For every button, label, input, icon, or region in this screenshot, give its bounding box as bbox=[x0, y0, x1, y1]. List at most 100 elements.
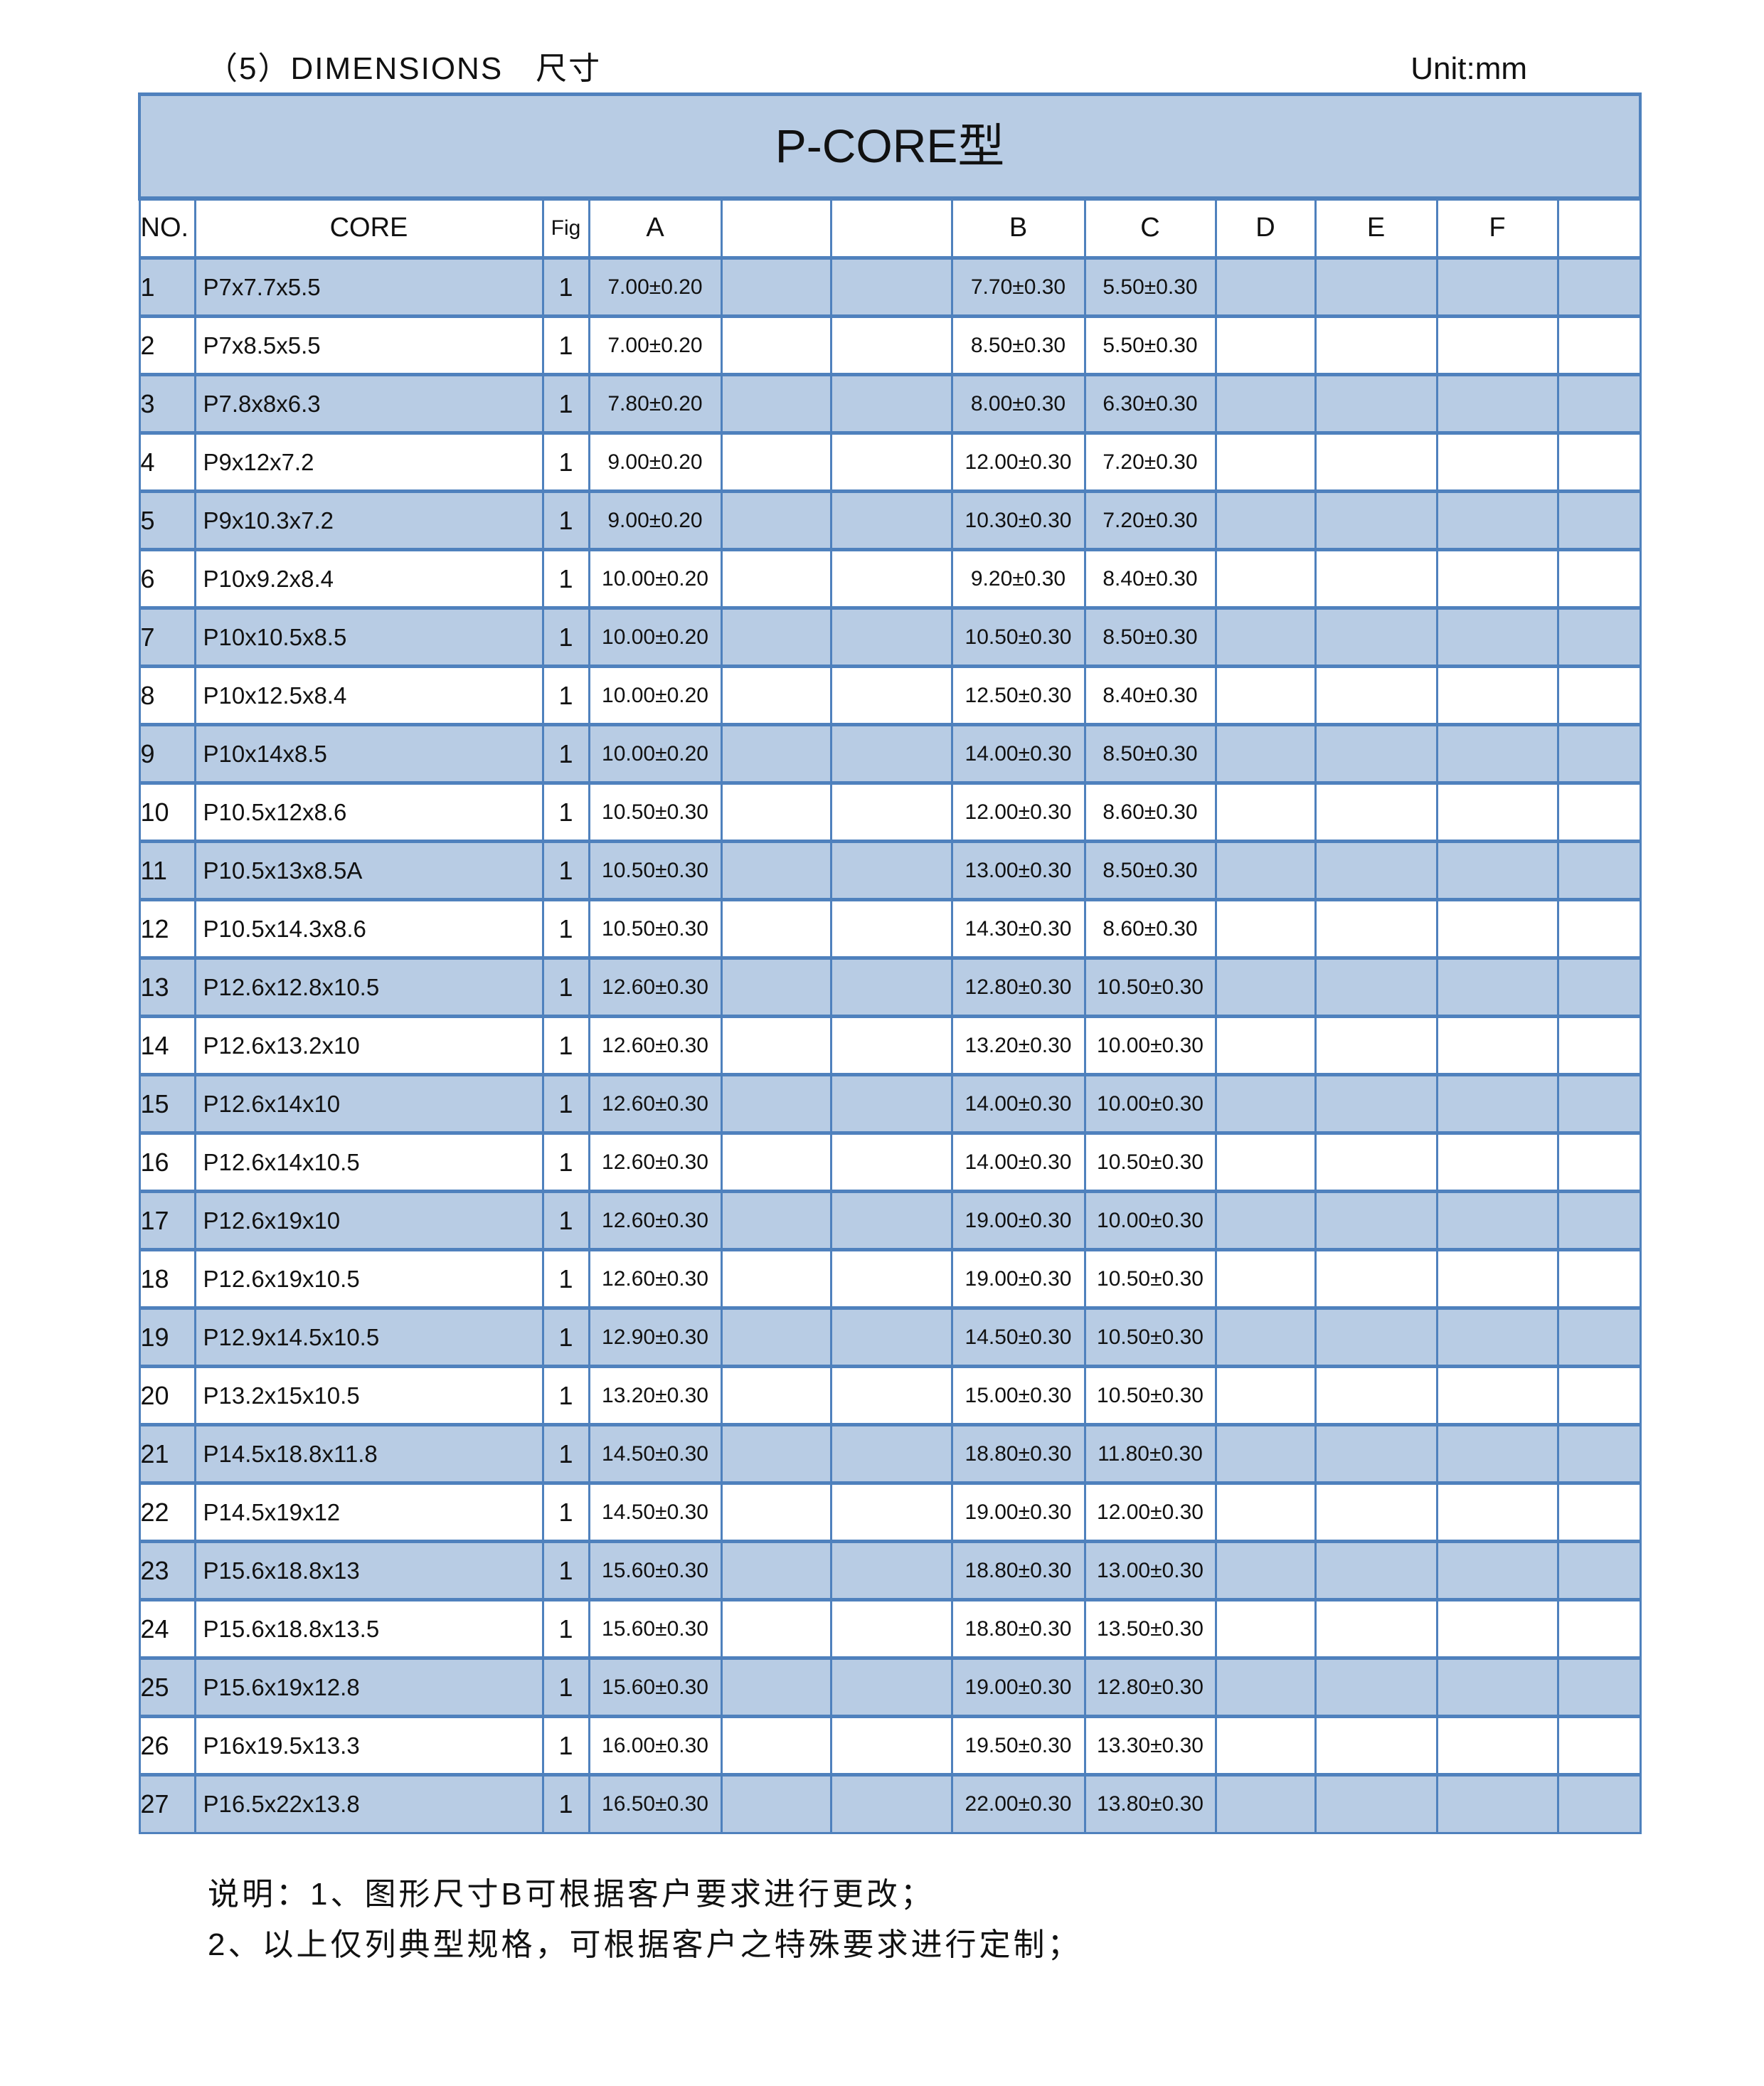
cell-blank-1 bbox=[720, 1131, 832, 1192]
cell-d bbox=[1214, 1131, 1317, 1192]
cell-core: P7x8.5x5.5 bbox=[193, 314, 544, 376]
cell-b: 12.00±0.30 bbox=[950, 431, 1086, 492]
cell-c: 8.50±0.30 bbox=[1083, 606, 1217, 667]
cell-b: 15.00±0.30 bbox=[950, 1365, 1086, 1426]
column-header-f: F bbox=[1435, 197, 1559, 259]
cell-fig: 1 bbox=[541, 840, 590, 901]
cell-b: 14.50±0.30 bbox=[950, 1306, 1086, 1367]
table-title: P-CORE型 bbox=[137, 92, 1642, 201]
cell-a: 15.60±0.30 bbox=[588, 1656, 723, 1717]
cell-b: 13.20±0.30 bbox=[950, 1015, 1086, 1076]
cell-blank-3 bbox=[1556, 1190, 1642, 1251]
cell-b: 18.80±0.30 bbox=[950, 1423, 1086, 1484]
cell-e bbox=[1314, 1423, 1438, 1484]
cell-fig: 1 bbox=[541, 1423, 590, 1484]
cell-f bbox=[1435, 723, 1559, 784]
cell-no: 18 bbox=[138, 1248, 196, 1309]
cell-d bbox=[1214, 548, 1317, 609]
cell-a: 10.50±0.30 bbox=[588, 840, 723, 901]
cell-b: 10.30±0.30 bbox=[950, 489, 1086, 551]
table-row: 8 P10x12.5x8.4 1 10.00±0.20 12.50±0.30 8.40±0… bbox=[138, 665, 1642, 726]
cell-c: 10.50±0.30 bbox=[1083, 1306, 1217, 1367]
cell-core: P10.5x14.3x8.6 bbox=[193, 898, 544, 959]
cell-fig: 1 bbox=[541, 898, 590, 959]
cell-no: 11 bbox=[138, 840, 196, 901]
cell-blank-2 bbox=[829, 956, 953, 1017]
cell-core: P13.2x15x10.5 bbox=[193, 1365, 544, 1426]
cell-a: 12.60±0.30 bbox=[588, 1248, 723, 1309]
cell-blank-1 bbox=[720, 956, 832, 1017]
cell-blank-1 bbox=[720, 256, 832, 317]
cell-blank-1 bbox=[720, 1190, 832, 1251]
cell-f bbox=[1435, 1656, 1559, 1717]
cell-blank-3 bbox=[1556, 1073, 1642, 1134]
cell-fig: 1 bbox=[541, 781, 590, 842]
cell-e bbox=[1314, 956, 1438, 1017]
page: （5）DIMENSIONS 尺寸 Unit:mm P-CORE型 NO. CORE… bbox=[137, 43, 1642, 1965]
cell-d bbox=[1214, 840, 1317, 901]
table-row: 13 P12.6x12.8x10.5 1 12.60±0.30 12.80±0.30 10… bbox=[138, 956, 1642, 1017]
dimensions-table: P-CORE型 NO. CORE Fig A B C D E F 1 P7x7.7x5.5 1 7.0… bbox=[137, 92, 1642, 1834]
cell-b: 8.00±0.30 bbox=[950, 373, 1086, 434]
cell-c: 8.50±0.30 bbox=[1083, 723, 1217, 784]
table-row: 7 P10x10.5x8.5 1 10.00±0.20 10.50±0.30 8.50±0… bbox=[138, 606, 1642, 667]
cell-e bbox=[1314, 1598, 1438, 1659]
cell-blank-1 bbox=[720, 314, 832, 376]
cell-blank-3 bbox=[1556, 314, 1642, 376]
cell-core: P15.6x18.8x13 bbox=[193, 1540, 544, 1601]
table-row: 6 P10x9.2x8.4 1 10.00±0.20 9.20±0.30 8.40±0.3… bbox=[138, 548, 1642, 609]
cell-blank-2 bbox=[829, 314, 953, 376]
cell-blank-2 bbox=[829, 1190, 953, 1251]
cell-b: 8.50±0.30 bbox=[950, 314, 1086, 376]
cell-a: 7.00±0.20 bbox=[588, 256, 723, 317]
cell-f bbox=[1435, 1715, 1559, 1776]
cell-fig: 1 bbox=[541, 373, 590, 434]
cell-core: P9x12x7.2 bbox=[193, 431, 544, 492]
table-row: 12 P10.5x14.3x8.6 1 10.50±0.30 14.30±0.30 8.6… bbox=[138, 898, 1642, 959]
cell-blank-2 bbox=[829, 898, 953, 959]
cell-fig: 1 bbox=[541, 606, 590, 667]
cell-fig: 1 bbox=[541, 1073, 590, 1134]
cell-a: 9.00±0.20 bbox=[588, 431, 723, 492]
cell-blank-2 bbox=[829, 431, 953, 492]
cell-c: 13.80±0.30 bbox=[1083, 1773, 1217, 1834]
cell-e bbox=[1314, 606, 1438, 667]
table-row: 1 P7x7.7x5.5 1 7.00±0.20 7.70±0.30 5.50±0.30 bbox=[138, 256, 1642, 317]
cell-blank-3 bbox=[1556, 840, 1642, 901]
cell-no: 27 bbox=[138, 1773, 196, 1834]
table-row: 11 P10.5x13x8.5A 1 10.50±0.30 13.00±0.30 8.50… bbox=[138, 840, 1642, 901]
cell-core: P9x10.3x7.2 bbox=[193, 489, 544, 551]
cell-blank-3 bbox=[1556, 373, 1642, 434]
cell-d bbox=[1214, 489, 1317, 551]
cell-c: 7.20±0.30 bbox=[1083, 489, 1217, 551]
cell-d bbox=[1214, 956, 1317, 1017]
cell-f bbox=[1435, 840, 1559, 901]
cell-e bbox=[1314, 1190, 1438, 1251]
cell-blank-2 bbox=[829, 1598, 953, 1659]
cell-e bbox=[1314, 1715, 1438, 1776]
cell-e bbox=[1314, 1306, 1438, 1367]
cell-e bbox=[1314, 256, 1438, 317]
cell-b: 12.50±0.30 bbox=[950, 665, 1086, 726]
cell-f bbox=[1435, 548, 1559, 609]
cell-blank-2 bbox=[829, 665, 953, 726]
cell-fig: 1 bbox=[541, 1306, 590, 1367]
cell-c: 7.20±0.30 bbox=[1083, 431, 1217, 492]
cell-no: 9 bbox=[138, 723, 196, 784]
cell-c: 8.60±0.30 bbox=[1083, 898, 1217, 959]
cell-blank-2 bbox=[829, 548, 953, 609]
cell-e bbox=[1314, 1540, 1438, 1601]
table-row: 14 P12.6x13.2x10 1 12.60±0.30 13.20±0.30 10.0… bbox=[138, 1015, 1642, 1076]
cell-fig: 1 bbox=[541, 256, 590, 317]
cell-blank-2 bbox=[829, 840, 953, 901]
cell-b: 10.50±0.30 bbox=[950, 606, 1086, 667]
cell-fig: 1 bbox=[541, 1190, 590, 1251]
cell-c: 12.00±0.30 bbox=[1083, 1481, 1217, 1542]
cell-e bbox=[1314, 314, 1438, 376]
cell-fig: 1 bbox=[541, 548, 590, 609]
cell-no: 23 bbox=[138, 1540, 196, 1601]
column-header-blank-2 bbox=[829, 197, 953, 259]
column-header-fig: Fig bbox=[541, 197, 590, 259]
cell-blank-1 bbox=[720, 1481, 832, 1542]
cell-blank-3 bbox=[1556, 548, 1642, 609]
